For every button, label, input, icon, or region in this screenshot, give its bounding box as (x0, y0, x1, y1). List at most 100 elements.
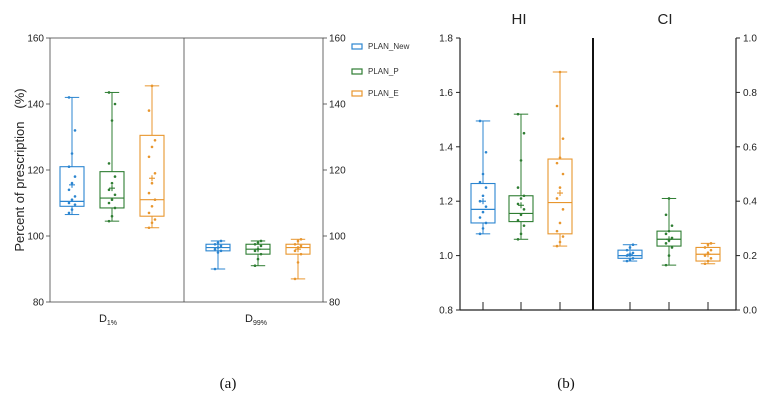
box-a-g0-plan-new-point-1 (67, 211, 71, 215)
group-header-hi: HI (512, 11, 527, 28)
box-a-g0-plan-e-point-4 (147, 211, 151, 215)
box-b-g0-plan-e-point-9 (561, 172, 565, 176)
legend-item-plan-new: PLAN_New (351, 42, 410, 51)
y-tick-label-120: 120 (27, 166, 44, 177)
box-b-g0-plan-p-point-12 (522, 131, 526, 135)
box-a-g1-plan-p (245, 239, 271, 268)
right-y-tick-label-0-6: 0.6 (743, 142, 757, 153)
box-a-g0-plan-p-point-1 (107, 219, 111, 223)
box-a-g1-plan-p-point-3 (259, 252, 263, 256)
box-b-g1-plan-p-point-3 (670, 246, 674, 249)
box-a-g0-plan-e (139, 84, 165, 230)
box-a-g1-plan-p-point-9 (259, 239, 263, 243)
box-a-g1-plan-new-point-8 (216, 241, 220, 244)
box-b-g1-plan-p-point-4 (664, 242, 668, 245)
box-b-g1-plan-p-point-9 (670, 224, 674, 227)
y-tick-label-160: 160 (27, 34, 44, 45)
box-b-g1-plan-e-point-6 (709, 248, 713, 252)
box-b-g0-plan-new-point-13 (478, 119, 482, 123)
box-b-g0-plan-p-point-3 (522, 224, 526, 227)
legend-swatch-plan-p (351, 68, 363, 75)
box-b-g0-plan-new-point-8 (481, 194, 485, 198)
group-label-d99: D99% (245, 313, 267, 327)
panel-a-plot-frame (49, 37, 324, 303)
box-b-g0-plan-e-point-8 (558, 186, 562, 189)
box-b-g0-plan-p-point-6 (522, 208, 526, 211)
box-b-g1-plan-new-point-6 (631, 251, 635, 255)
box-a-g1-plan-e (285, 238, 311, 281)
y-tick-label-0-8: 0.8 (439, 306, 453, 317)
box-b-g1-plan-new-point-1 (625, 259, 629, 263)
box-b-g0-plan-new-point-2 (481, 227, 485, 230)
box-a-g1-plan-p-point-4 (253, 249, 257, 253)
box-b-g0-plan-p-point-2 (519, 232, 523, 236)
box-b-g0-plan-e-point-6 (561, 208, 565, 211)
box-a-g0-plan-new-point-5 (70, 198, 74, 201)
box-b-g0-plan-new-iqr (470, 182, 496, 224)
box-b-g0-plan-p-point-7 (516, 202, 520, 206)
box-a-g1-plan-e-point-7 (293, 242, 297, 246)
box-a-g1-plan-p-point-6 (259, 244, 263, 248)
box-b-g0-plan-new-point-5 (481, 210, 485, 214)
box-b-g1-plan-new-point-4 (625, 254, 629, 257)
right-y-tick-label-0-4: 0.4 (743, 197, 757, 208)
box-a-g1-plan-new-point-9 (219, 239, 223, 243)
box-a-g0-plan-new-point-7 (67, 188, 71, 192)
box-a-g0-plan-p-point-11 (110, 119, 114, 122)
box-b-g0-plan-e-point-7 (555, 197, 559, 200)
y-tick-label-1-4: 1.4 (439, 142, 453, 153)
box-a-g0-plan-e-point-7 (147, 191, 151, 195)
right-y-tick-label-0-0: 0.0 (743, 306, 757, 317)
right-y-tick-label-0-2: 0.2 (743, 251, 757, 262)
box-b-g0-plan-new-point-11 (481, 172, 485, 176)
right-y-tick-label-120: 120 (329, 166, 346, 177)
box-a-g0-plan-e-point-9 (153, 172, 157, 175)
panel-a-boxes (59, 84, 311, 281)
box-b-g0-plan-new-point-12 (484, 150, 488, 154)
right-y-tick-label-80: 80 (329, 298, 341, 309)
box-b-g0-plan-new-point-6 (484, 205, 488, 208)
panel-a: 80 100 120 140 160 80 100 120 140 160 Percent of… (12, 34, 410, 393)
panel-b-x-ticks (482, 302, 709, 310)
box-a-g1-plan-new-point-1 (213, 267, 217, 271)
panel-a-right-axis: 80 100 120 140 160 (323, 34, 346, 309)
box-b-g0-plan-e (547, 70, 573, 248)
box-b-g1-plan-new-point-8 (628, 246, 632, 249)
box-b-g0-plan-new-point-4 (478, 216, 482, 219)
box-b-g1-plan-new-point-9 (631, 243, 635, 247)
box-a-g1-plan-p-point-2 (256, 257, 260, 261)
box-b-g1-plan-e-point-1 (703, 262, 707, 266)
box-b-g1-plan-p-point-6 (670, 236, 674, 240)
y-tick-label-1-2: 1.2 (439, 197, 453, 208)
box-b-g1-plan-new-iqr (617, 249, 643, 259)
box-a-g0-plan-p (99, 91, 125, 223)
box-b-g1-plan-p-point-10 (664, 213, 668, 217)
box-a-g1-plan-e-point-8 (296, 239, 300, 243)
box-b-g0-plan-e-point-5 (558, 221, 562, 225)
panel-a-caption: (a) (220, 376, 237, 392)
box-a-g1-plan-new-point-4 (213, 247, 217, 251)
box-b-g1-plan-p-point-1 (664, 263, 668, 267)
box-a-g0-plan-new-point-12 (73, 129, 77, 132)
right-y-tick-label-140: 140 (329, 100, 346, 111)
box-a-g0-plan-e-point-14 (150, 84, 154, 88)
panel-b-right-axis: 0.0 0.2 0.4 0.6 0.8 1.0 (736, 34, 757, 317)
box-a-g1-plan-e-point-1 (293, 277, 297, 281)
box-b-g0-plan-new-point-1 (478, 232, 482, 236)
y-tick-label-1-0: 1.0 (439, 251, 453, 262)
box-a-g1-plan-p-point-1 (253, 264, 257, 268)
box-a-g0-plan-e-point-5 (150, 205, 154, 208)
panel-b-caption: (b) (557, 376, 575, 392)
box-a-g0-plan-new-point-11 (70, 152, 74, 155)
box-a-g0-plan-e-point-8 (150, 181, 154, 185)
box-b-g1-plan-e-point-9 (709, 242, 713, 245)
box-b-g0-plan-e-point-4 (555, 229, 559, 233)
box-b-g0-plan-e-point-13 (555, 104, 559, 108)
box-a-g0-plan-new-point-10 (67, 165, 71, 168)
box-a-g0-plan-p-point-9 (113, 175, 117, 178)
box-a-g1-plan-p-point-8 (256, 241, 260, 244)
group-header-ci: CI (658, 11, 673, 28)
right-y-tick-label-0-8: 0.8 (743, 88, 757, 99)
y-tick-label-80: 80 (33, 298, 45, 309)
box-b-g1-plan-p-point-2 (667, 254, 671, 257)
